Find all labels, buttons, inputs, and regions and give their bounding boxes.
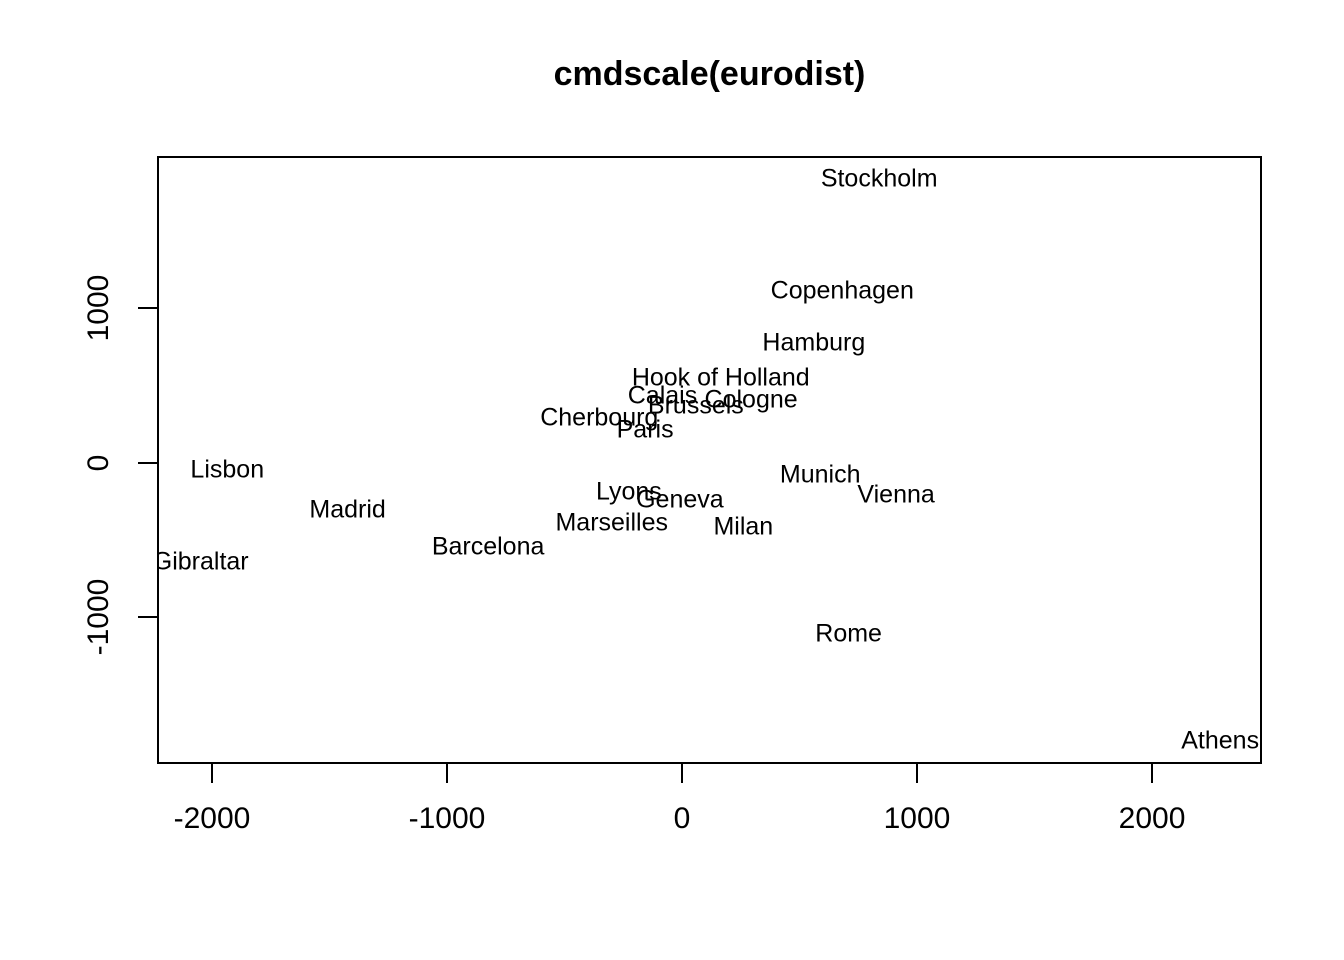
city-label: Hook of Holland: [631, 363, 810, 392]
city-label: Athens: [1181, 726, 1260, 755]
city-label: Madrid: [309, 495, 386, 524]
city-label: Milan: [713, 512, 774, 541]
city-label: Vienna: [857, 480, 935, 509]
city-label: Brussels: [647, 391, 744, 420]
x-axis-tick: [681, 764, 683, 783]
city-label: Cherbourg: [540, 403, 659, 432]
x-axis-tick-label: 1000: [883, 802, 951, 835]
x-axis-tick: [210, 764, 213, 783]
city-label: Lyons: [595, 477, 662, 506]
city-label: Copenhagen: [770, 276, 914, 305]
plot-area: Athens Barcelona Brussels Calais Cherbourg Co…: [157, 156, 1262, 764]
city-label: Rome: [815, 619, 882, 648]
city-label: Marseilles: [555, 508, 668, 537]
y-axis-tick-label: 1000: [82, 274, 115, 342]
x-axis-tick-label: 0: [673, 802, 691, 835]
x-axis-tick: [445, 764, 448, 783]
x-axis-tick: [916, 764, 918, 783]
x-axis-tick: [1151, 764, 1154, 783]
city-label: Cologne: [704, 385, 798, 414]
city-label: Barcelona: [431, 532, 545, 561]
city-label: Paris: [616, 415, 674, 444]
y-axis-tick: [138, 461, 157, 464]
y-axis-tick-label: 0: [82, 454, 115, 472]
city-label: Hamburg: [762, 328, 866, 357]
city-label: Stockholm: [820, 164, 938, 193]
y-axis-tick: [138, 307, 157, 310]
city-label: Gibraltar: [157, 547, 249, 576]
x-axis-tick-label: -2000: [173, 802, 251, 835]
y-axis-tick-label: -1000: [82, 578, 115, 656]
x-axis-tick-label: 2000: [1118, 802, 1186, 835]
plot-border: [157, 156, 1262, 764]
y-axis-tick: [138, 616, 157, 619]
city-label: Geneva: [636, 485, 724, 514]
city-label: Lisbon: [190, 455, 265, 484]
chart-title: cmdscale(eurodist): [553, 55, 866, 93]
city-label: Calais: [627, 381, 698, 410]
x-axis-tick-label: -1000: [408, 802, 486, 835]
city-label: Munich: [779, 460, 861, 489]
